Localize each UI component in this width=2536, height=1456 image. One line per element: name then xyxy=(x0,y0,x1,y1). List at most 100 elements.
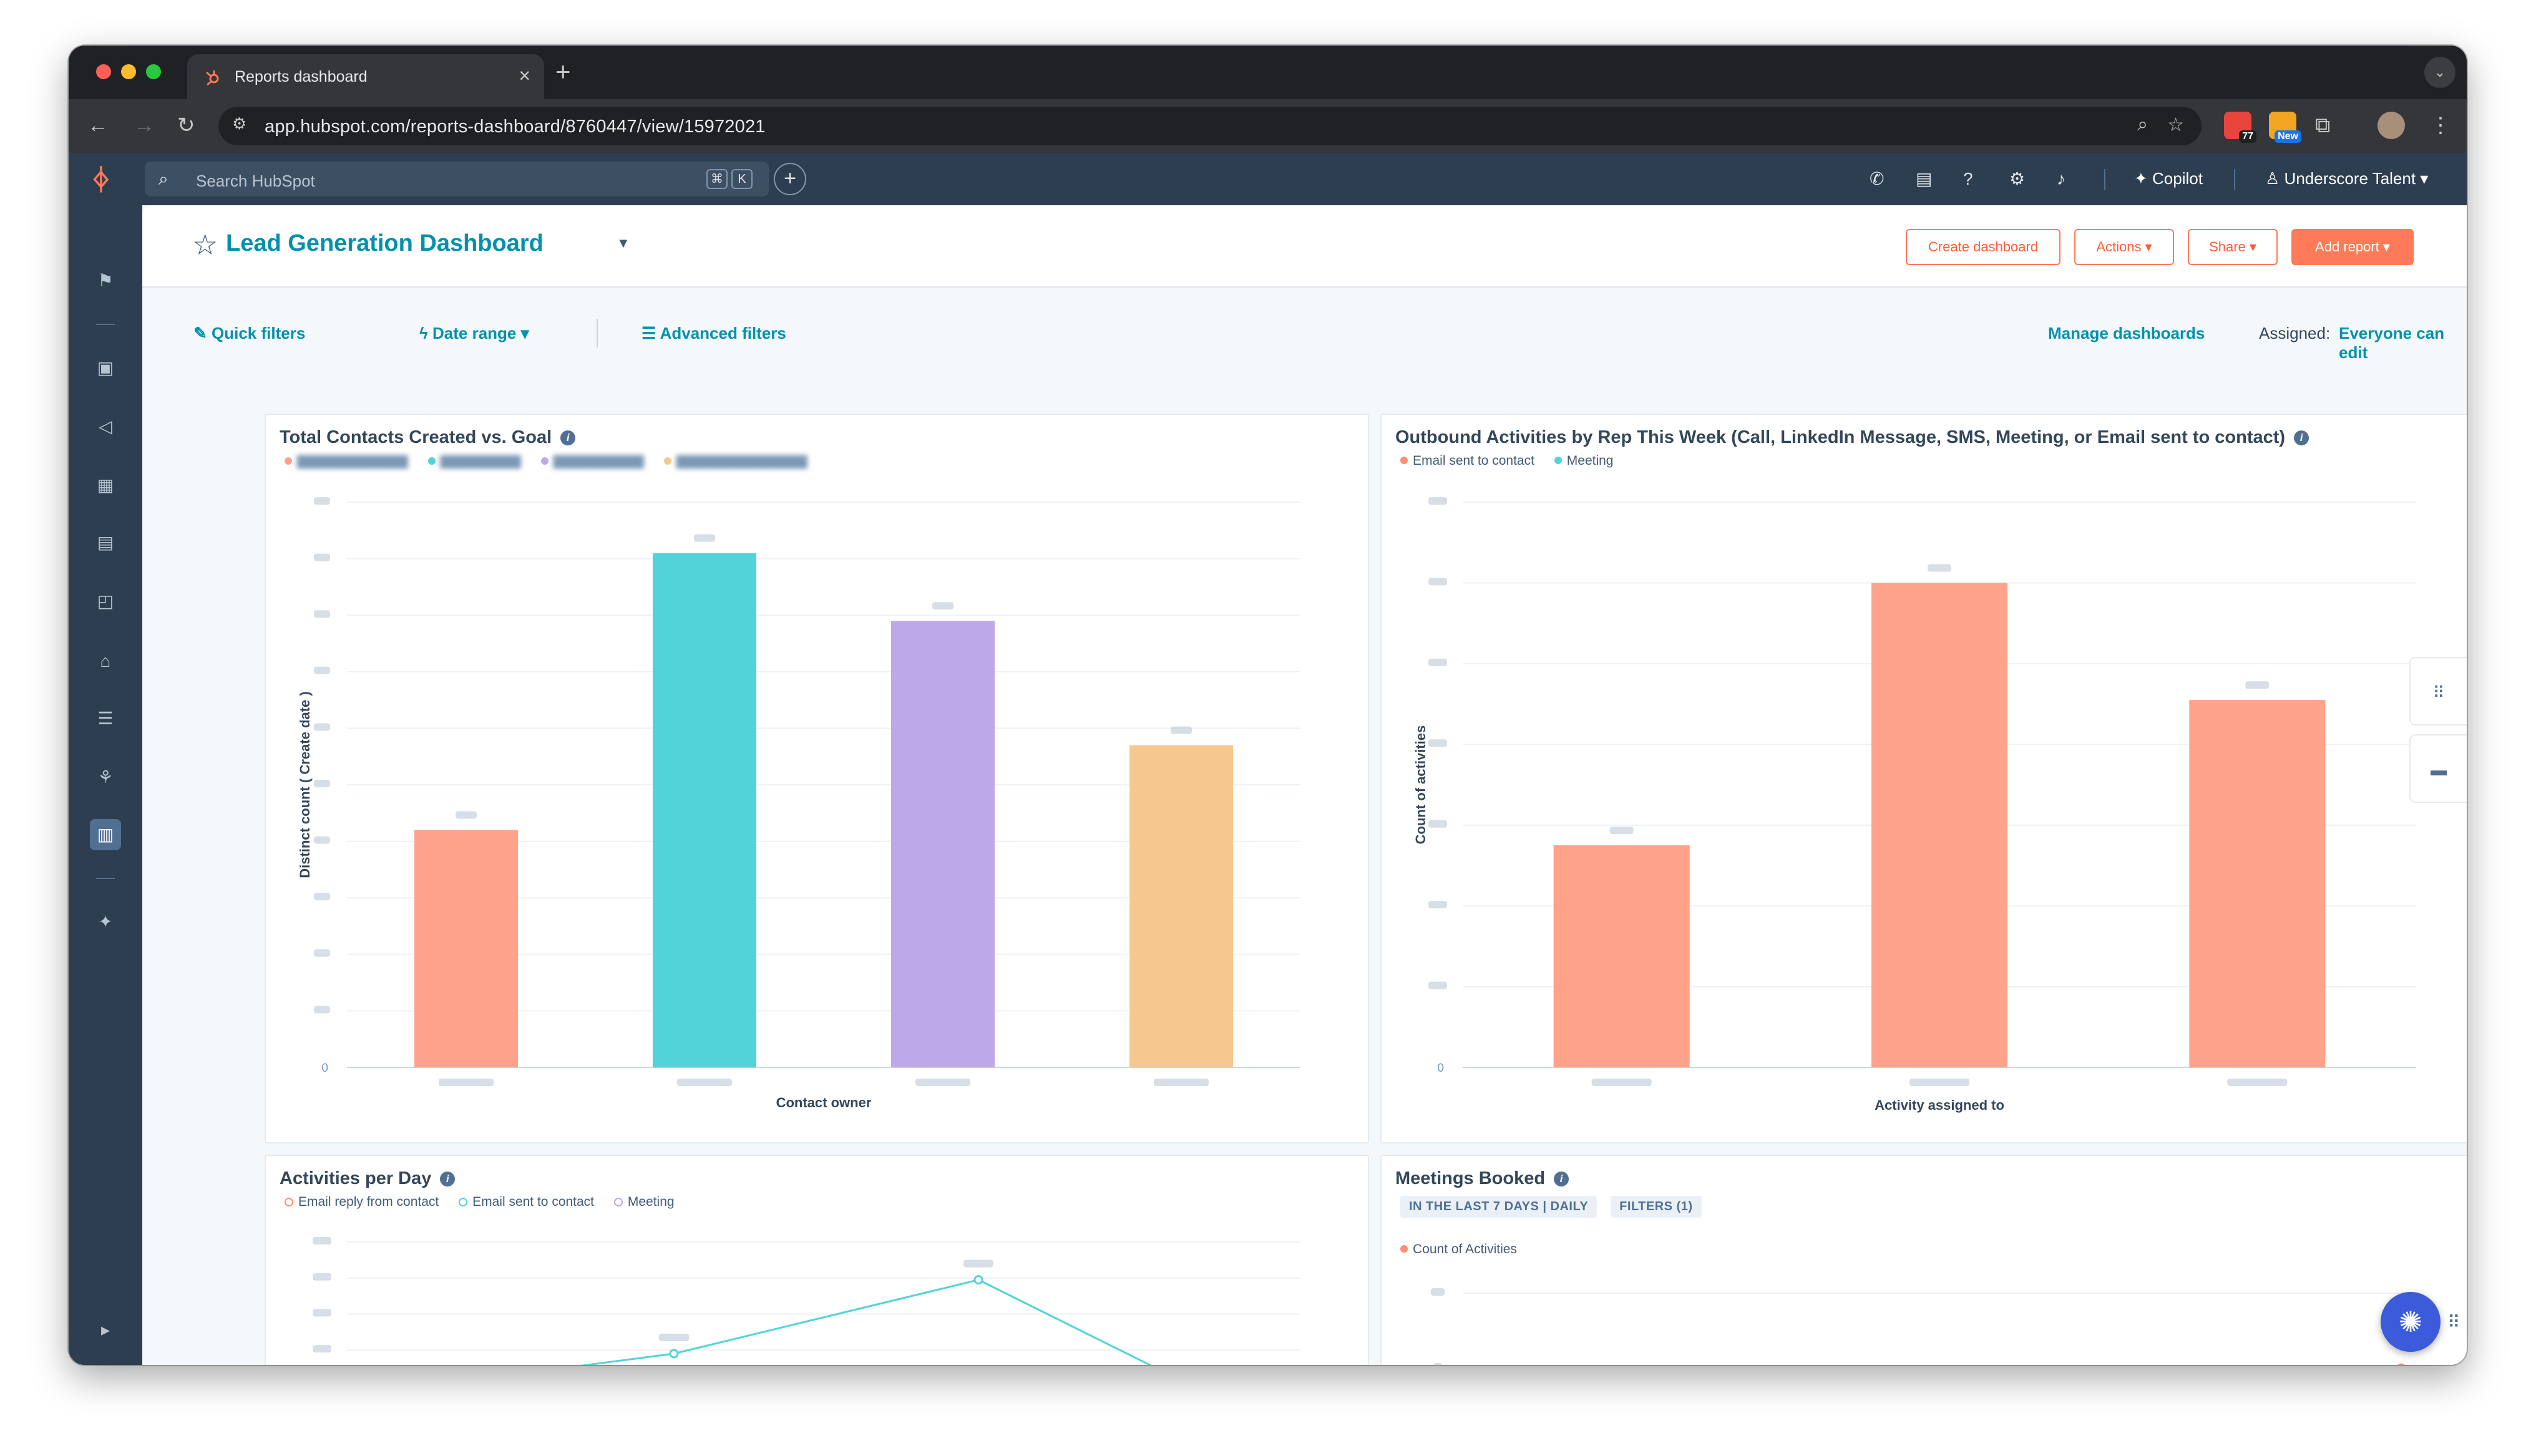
info-icon[interactable]: i xyxy=(1554,1172,1569,1187)
legend-item[interactable]: ▇▇▇▇▇▇▇▇ xyxy=(427,454,521,469)
quick-filters-button[interactable]: ✎ Quick filters xyxy=(193,324,305,343)
legend-item[interactable]: Meeting xyxy=(613,1195,675,1210)
url-text[interactable]: app.hubspot.com/reports-dashboard/876044… xyxy=(265,117,766,137)
hubspot-favicon-icon xyxy=(206,70,219,86)
chat-bubble-icon: ▬ xyxy=(2431,760,2447,779)
drag-grip-icon[interactable]: ⠿ xyxy=(2447,1313,2460,1332)
share-button[interactable]: Share ▾ xyxy=(2188,229,2278,265)
marketplace-icon[interactable]: ▤ xyxy=(1916,169,1933,188)
legend-swatch xyxy=(285,1198,293,1206)
address-bar[interactable]: ⚙ app.hubspot.com/reports-dashboard/8760… xyxy=(218,107,2202,145)
new-tab-button[interactable]: + xyxy=(555,57,571,86)
info-icon[interactable]: i xyxy=(2294,430,2309,445)
add-report-button[interactable]: Add report ▾ xyxy=(2291,229,2414,265)
contacts-icon[interactable]: ▣ xyxy=(97,358,114,377)
chevron-down-icon[interactable]: ▼ xyxy=(617,235,630,251)
extension-icon[interactable]: 77 xyxy=(2224,112,2256,143)
report-title[interactable]: Outbound Activities by Rep This Week (Ca… xyxy=(1395,427,2309,448)
dashboard-title[interactable]: Lead Generation Dashboard xyxy=(226,230,544,256)
sidebar-divider xyxy=(96,324,115,325)
profile-avatar[interactable] xyxy=(2378,112,2405,139)
legend-item[interactable]: ▇▇▇▇▇▇▇▇▇▇▇ xyxy=(285,454,408,469)
x-tick-label-redacted xyxy=(439,1079,494,1086)
reporting-icon[interactable]: ▥ xyxy=(90,819,121,850)
info-icon[interactable]: i xyxy=(440,1172,456,1187)
sparkle-icon[interactable]: ✦ xyxy=(98,912,113,931)
help-widget-icon: ✺ xyxy=(2398,1306,2423,1338)
legend-label-redacted: ▇▇▇▇▇▇▇▇▇ xyxy=(553,454,644,468)
create-dashboard-button[interactable]: Create dashboard xyxy=(1906,229,2060,265)
date-range-chip[interactable]: IN THE LAST 7 DAYS | DAILY xyxy=(1400,1196,1597,1218)
report-card-meetings: Meetings Booked i IN THE LAST 7 DAYS | DA… xyxy=(1380,1155,2467,1365)
advanced-filters-button[interactable]: ☰ Advanced filters xyxy=(641,324,786,343)
copilot-button[interactable]: ✦ Copilot xyxy=(2134,169,2203,188)
report-title[interactable]: Activities per Day i xyxy=(280,1168,456,1189)
y-tick-label-redacted xyxy=(314,553,330,561)
help-icon[interactable]: ? xyxy=(1963,169,1973,188)
comments-tab[interactable]: ▬ xyxy=(2409,734,2467,803)
notifications-bell-icon[interactable]: ♪ xyxy=(2057,169,2065,188)
browser-tab[interactable]: Reports dashboard × xyxy=(187,54,544,99)
legend-item[interactable]: Meeting xyxy=(1554,454,1614,468)
favorite-star-icon[interactable]: ☆ xyxy=(192,228,218,261)
minimize-window-button[interactable] xyxy=(121,64,136,79)
bar-value-label-redacted xyxy=(932,602,953,610)
grid-layout-tab[interactable]: ⠿ xyxy=(2409,657,2467,726)
y-tick-label-redacted xyxy=(1431,1288,1445,1296)
legend-item[interactable]: ▇▇▇▇▇▇▇▇▇ xyxy=(540,454,644,469)
bookmark-star-icon[interactable]: ☆ xyxy=(2167,115,2184,135)
info-icon[interactable]: i xyxy=(560,430,576,445)
settings-gear-icon[interactable]: ⚙ xyxy=(2009,169,2026,188)
expand-icon[interactable]: ▸ xyxy=(100,1320,110,1339)
y-tick-label-redacted xyxy=(314,836,330,844)
legend-item[interactable]: Count of Activities xyxy=(1400,1242,1517,1257)
assigned-value-link[interactable]: Everyone can edit xyxy=(2339,324,2445,362)
shortcut-k-key: K xyxy=(731,169,753,189)
manage-dashboards-link[interactable]: Manage dashboards xyxy=(2048,324,2205,342)
y-tick-label: 0 xyxy=(321,1062,328,1075)
maximize-window-button[interactable] xyxy=(146,64,161,79)
account-menu[interactable]: ♙ Underscore Talent ▾ xyxy=(2265,169,2428,188)
site-info-icon[interactable]: ⚙ xyxy=(232,114,247,133)
commerce-icon[interactable]: ▤ xyxy=(97,533,114,552)
tab-search-button[interactable]: ⌄ xyxy=(2424,57,2456,88)
extension-new-icon[interactable]: New xyxy=(2269,112,2301,143)
filters-chip[interactable]: FILTERS (1) xyxy=(1611,1196,1702,1218)
service-icon[interactable]: ⌂ xyxy=(100,651,111,671)
date-range-button[interactable]: ϟ Date range ▾ xyxy=(419,324,529,343)
hubspot-logo-icon[interactable]: ᛄ xyxy=(92,163,110,195)
legend-item[interactable]: Email sent to contact xyxy=(1400,454,1534,468)
report-title[interactable]: Total Contacts Created vs. Goal i xyxy=(280,427,576,448)
back-arrow-icon[interactable]: ← xyxy=(87,114,109,137)
legend-item[interactable]: ▇▇▇▇▇▇▇▇▇▇▇▇▇ xyxy=(663,454,807,469)
legend-label-redacted: ▇▇▇▇▇▇▇▇▇▇▇▇▇ xyxy=(676,454,807,468)
close-window-button[interactable] xyxy=(96,64,111,79)
phone-icon[interactable]: ✆ xyxy=(1870,169,1885,188)
automation-icon[interactable]: ⚘ xyxy=(97,767,114,787)
y-tick-label-redacted xyxy=(1428,739,1447,747)
legend-label: Meeting xyxy=(1566,454,1614,468)
data-icon[interactable]: ☰ xyxy=(97,709,114,728)
marketing-icon[interactable]: ◁ xyxy=(99,417,112,436)
close-tab-icon[interactable]: × xyxy=(519,64,530,87)
report-title[interactable]: Meetings Booked i xyxy=(1395,1168,1569,1189)
data-point xyxy=(2397,1363,2405,1365)
sales-icon[interactable]: ◰ xyxy=(97,591,114,611)
actions-button[interactable]: Actions ▾ xyxy=(2074,229,2174,265)
search-input[interactable]: ⌕ Search HubSpot ⌘ K xyxy=(145,162,769,197)
forward-arrow-icon[interactable]: → xyxy=(134,114,155,137)
legend-item[interactable]: Email sent to contact xyxy=(459,1195,594,1210)
report-card-activities: Activities per Day i Email reply from con… xyxy=(265,1155,1369,1365)
reload-icon[interactable]: ↻ xyxy=(177,114,195,137)
legend-item[interactable]: Email reply from contact xyxy=(285,1195,439,1210)
x-tick-label-redacted xyxy=(1591,1079,1652,1086)
create-new-button[interactable]: + xyxy=(774,163,806,195)
legend-swatch xyxy=(1554,457,1562,464)
bookmark-icon[interactable]: ⚑ xyxy=(97,271,114,290)
chart-legend: ▇▇▇▇▇▇▇▇▇▇▇ ▇▇▇▇▇▇▇▇ ▇▇▇▇▇▇▇▇▇ ▇▇▇▇▇▇▇▇▇… xyxy=(285,454,824,469)
content-icon[interactable]: ▦ xyxy=(97,475,114,495)
zoom-icon[interactable]: ⌕ xyxy=(2137,114,2148,135)
browser-menu-icon[interactable]: ⋮ xyxy=(2430,114,2451,137)
extensions-puzzle-icon[interactable]: ⧉ xyxy=(2315,114,2331,137)
help-widget-button[interactable]: ✺ xyxy=(2381,1292,2441,1352)
